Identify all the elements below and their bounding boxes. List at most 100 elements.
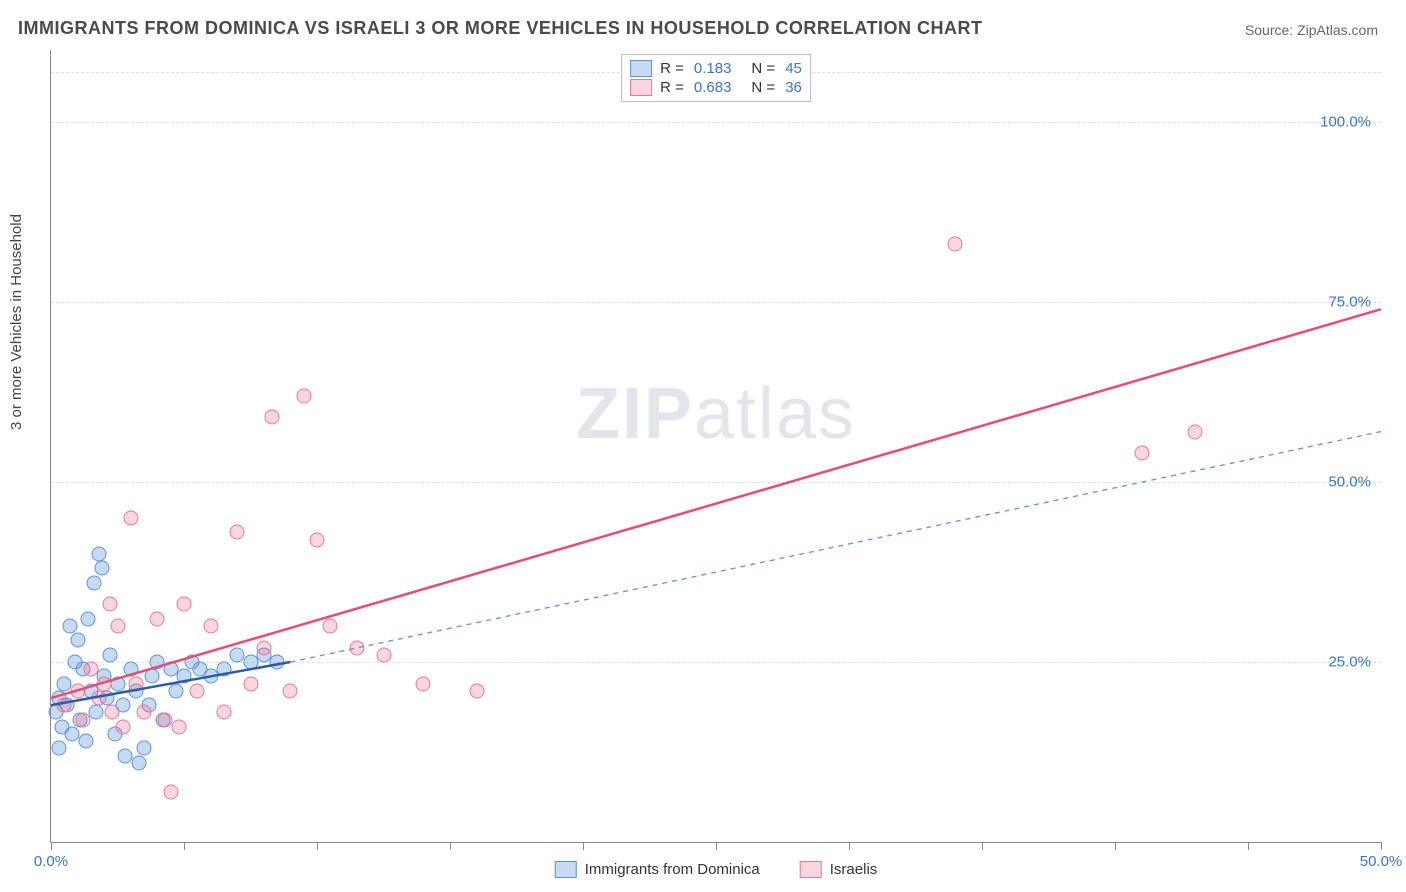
legend-row-pink: R = 0.683 N = 36 [630, 78, 802, 97]
scatter-point-blue [123, 662, 138, 677]
legend-item-blue: Immigrants from Dominica [555, 861, 760, 878]
scatter-point-pink [110, 619, 125, 634]
scatter-point-pink [323, 619, 338, 634]
x-tick [450, 842, 451, 850]
y-tick-label: 50.0% [1328, 474, 1371, 491]
x-tick [716, 842, 717, 850]
legend-bottom: Immigrants from Dominica Israelis [555, 861, 878, 878]
scatter-point-blue [270, 655, 285, 670]
scatter-point-pink [1134, 446, 1149, 461]
scatter-point-pink [310, 532, 325, 547]
y-tick-label: 75.0% [1328, 294, 1371, 311]
r-label: R = [660, 60, 684, 77]
scatter-point-blue [145, 669, 160, 684]
scatter-point-blue [110, 676, 125, 691]
y-tick-label: 100.0% [1320, 114, 1371, 131]
x-tick [51, 842, 52, 850]
scatter-point-pink [91, 691, 106, 706]
legend-correlation-box: R = 0.183 N = 45 R = 0.683 N = 36 [621, 54, 811, 102]
scatter-point-pink [230, 525, 245, 540]
watermark-zip: ZIP [576, 374, 694, 454]
legend-swatch-pink [800, 861, 822, 878]
legend-swatch-blue [555, 861, 577, 878]
scatter-point-pink [469, 683, 484, 698]
scatter-point-pink [83, 662, 98, 677]
r-value-blue: 0.183 [694, 60, 732, 77]
source-value: ZipAtlas.com [1297, 22, 1378, 38]
legend-row-blue: R = 0.183 N = 45 [630, 59, 802, 78]
scatter-point-blue [86, 575, 101, 590]
scatter-point-blue [78, 734, 93, 749]
scatter-point-blue [89, 705, 104, 720]
regression-line [51, 309, 1381, 698]
scatter-point-pink [75, 712, 90, 727]
source-label: Source: [1245, 22, 1297, 38]
legend-swatch-blue [630, 60, 652, 77]
scatter-point-blue [81, 611, 96, 626]
scatter-point-blue [137, 741, 152, 756]
scatter-point-pink [296, 388, 311, 403]
x-tick [317, 842, 318, 850]
scatter-point-pink [948, 237, 963, 252]
regression-line [290, 432, 1381, 662]
scatter-point-pink [349, 640, 364, 655]
scatter-point-blue [169, 683, 184, 698]
scatter-point-pink [376, 647, 391, 662]
y-axis-label: 3 or more Vehicles in Household [8, 214, 25, 430]
n-value-blue: 45 [785, 60, 802, 77]
scatter-point-blue [131, 755, 146, 770]
gridline-h [51, 302, 1381, 303]
x-tick [849, 842, 850, 850]
scatter-point-pink [137, 705, 152, 720]
scatter-point-blue [94, 561, 109, 576]
scatter-point-blue [62, 619, 77, 634]
chart-title: IMMIGRANTS FROM DOMINICA VS ISRAELI 3 OR… [18, 18, 983, 39]
gridline-h [51, 122, 1381, 123]
scatter-point-pink [115, 719, 130, 734]
scatter-point-pink [203, 619, 218, 634]
scatter-point-pink [177, 597, 192, 612]
chart-plot-area: ZIPatlas R = 0.183 N = 45 R = 0.683 N = … [50, 50, 1381, 843]
scatter-point-pink [216, 705, 231, 720]
scatter-point-blue [216, 662, 231, 677]
legend-swatch-pink [630, 79, 652, 96]
scatter-point-pink [171, 719, 186, 734]
scatter-point-pink [163, 784, 178, 799]
legend-label-blue: Immigrants from Dominica [585, 861, 760, 878]
x-tick [1115, 842, 1116, 850]
scatter-point-blue [70, 633, 85, 648]
scatter-point-pink [1187, 424, 1202, 439]
r-label: R = [660, 79, 684, 96]
scatter-point-pink [283, 683, 298, 698]
x-tick [1381, 842, 1382, 850]
x-tick [982, 842, 983, 850]
scatter-point-pink [416, 676, 431, 691]
x-tick [184, 842, 185, 850]
scatter-point-pink [150, 611, 165, 626]
r-value-pink: 0.683 [694, 79, 732, 96]
gridline-h [51, 482, 1381, 483]
scatter-point-pink [70, 683, 85, 698]
scatter-point-pink [102, 597, 117, 612]
scatter-point-pink [105, 705, 120, 720]
scatter-point-blue [91, 547, 106, 562]
scatter-point-pink [264, 410, 279, 425]
scatter-point-pink [129, 676, 144, 691]
n-label: N = [751, 60, 775, 77]
regression-lines-svg [51, 50, 1381, 842]
watermark: ZIPatlas [576, 373, 856, 455]
x-tick-label: 50.0% [1360, 853, 1403, 870]
y-tick-label: 25.0% [1328, 654, 1371, 671]
x-tick [583, 842, 584, 850]
legend-label-pink: Israelis [830, 861, 878, 878]
scatter-point-blue [51, 741, 66, 756]
scatter-point-pink [190, 683, 205, 698]
n-label: N = [751, 79, 775, 96]
n-value-pink: 36 [785, 79, 802, 96]
x-tick [1248, 842, 1249, 850]
scatter-point-blue [102, 647, 117, 662]
scatter-point-pink [256, 640, 271, 655]
scatter-point-pink [97, 676, 112, 691]
x-tick-label: 0.0% [34, 853, 68, 870]
scatter-point-pink [243, 676, 258, 691]
